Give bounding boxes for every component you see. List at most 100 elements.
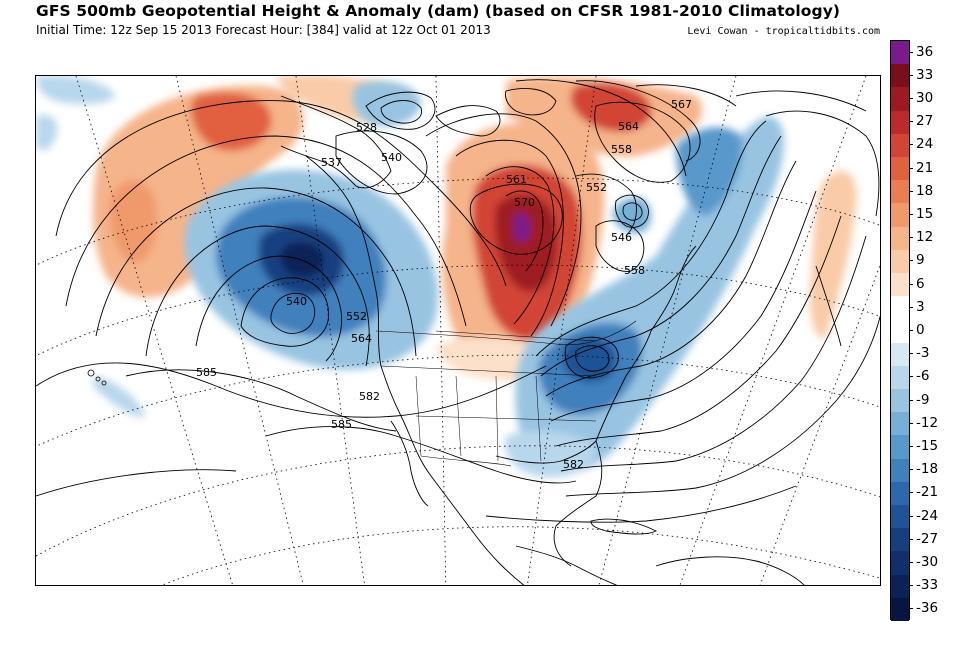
contour-line [550,190,817,422]
anomaly-hawaii-blue [92,376,146,417]
colorbar-swatch [891,505,909,529]
contour-line [485,166,555,325]
colorbar-swatch [891,435,909,460]
colorbar-tick [909,237,913,239]
anomaly-nw-ridge-core [191,92,272,151]
contour-line [145,225,370,367]
map-canvas: 528 537 540 567 564 558 552 561 570 546 … [36,76,880,585]
coastline-cuba [590,518,658,535]
anomaly-arctic-ridge-core [570,82,652,132]
colorbar-tick [909,98,913,99]
colorbar-label: -24 [916,507,939,524]
latitude-line [36,354,880,447]
contour-line [365,91,436,130]
contour-line [575,80,701,162]
colorbar-swatch [891,319,909,344]
contour-line [65,135,467,327]
colorbar-label: -33 [916,577,939,594]
contour-line [335,130,428,195]
colorbar-tick [909,214,913,215]
contour-label: 552 [346,310,367,323]
colorbar-label: -36 [916,600,939,617]
latitude-line [36,445,880,557]
contour-line [635,84,737,107]
anomaly-atlantic-ridge [809,170,857,338]
contour-line [815,265,842,347]
colorbar-swatch [891,481,909,506]
colorbar-tick [909,515,913,517]
contour-label: 564 [351,332,372,345]
contour-label: 558 [624,264,645,277]
colorbar-swatch [891,389,909,413]
contour-line [735,90,867,112]
longitude-line [75,76,234,585]
latitude-line [161,526,880,585]
colorbar-tick [909,283,913,285]
coastline-gulf [495,440,603,567]
colorbar-label: 3 [916,298,925,315]
colorbar-label: 24 [916,136,934,153]
contour-line [535,120,767,357]
colorbar-swatch [891,597,909,622]
contour-label: 537 [321,156,342,169]
negative-anomaly-shading [36,76,785,478]
coastline-baja [390,420,429,507]
colorbar-tick [909,121,913,123]
colorbar-swatch [891,412,909,436]
anomaly-pacific-trough-center [280,242,325,277]
colorbar-tick [909,399,913,401]
colorbar-tick [909,562,913,563]
contour-label: 564 [618,120,639,133]
colorbar-label: -6 [916,368,930,385]
contour-line [505,190,544,272]
colorbar-label: -12 [916,414,939,431]
colorbar-tick [909,330,913,331]
colorbar-swatch [891,365,909,390]
contour-line [564,336,619,379]
colorbar-label: 12 [916,229,934,246]
coastline-greenland [594,101,691,183]
contour-line [195,255,343,362]
colorbar-tick [909,376,913,378]
colorbar-tick [909,446,913,447]
anomaly-nw-blue [36,76,116,105]
contour-line [125,369,397,432]
contour-line [455,139,564,337]
colorbar-swatch [891,41,909,65]
coastline-hudson-bay [469,183,563,255]
colorbar-swatch [891,551,909,576]
longitude-line [759,264,880,585]
colorbar-swatch [891,296,909,320]
contour-label: 585 [196,366,217,379]
colorbar-label: 36 [916,43,934,60]
contour-label: 540 [381,151,402,164]
colorbar-label: 18 [916,182,934,199]
colorbar-label: -18 [916,461,939,478]
contour-line [560,235,867,472]
us-state-borders [380,330,597,462]
colorbar-label: 15 [916,206,934,222]
contour-line [55,100,507,287]
contour-label: 546 [611,231,632,244]
colorbar-swatch [891,110,909,135]
contour-line [545,160,797,397]
longitude-line [435,76,447,585]
contour-label: 558 [611,143,632,156]
contour-line [95,187,417,357]
colorbar-tick [909,353,913,355]
colorbar-label: 9 [916,252,925,269]
colorbar-tick [909,260,913,262]
colorbar-label: -15 [916,438,939,454]
credit-text: Levi Cowan - tropicaltidbits.com [687,26,880,37]
contour-label: 570 [514,196,535,209]
contour-label: 567 [671,98,692,111]
colorbar-label: 33 [916,66,934,83]
colorbar-tick [909,144,913,146]
anomaly-central-max [514,212,531,243]
colorbar-swatch [891,157,909,181]
coastline-north-america-west [305,155,525,585]
contour-line [270,292,316,334]
island [87,369,95,377]
colorbar-label: -27 [916,530,939,547]
island [101,380,107,386]
